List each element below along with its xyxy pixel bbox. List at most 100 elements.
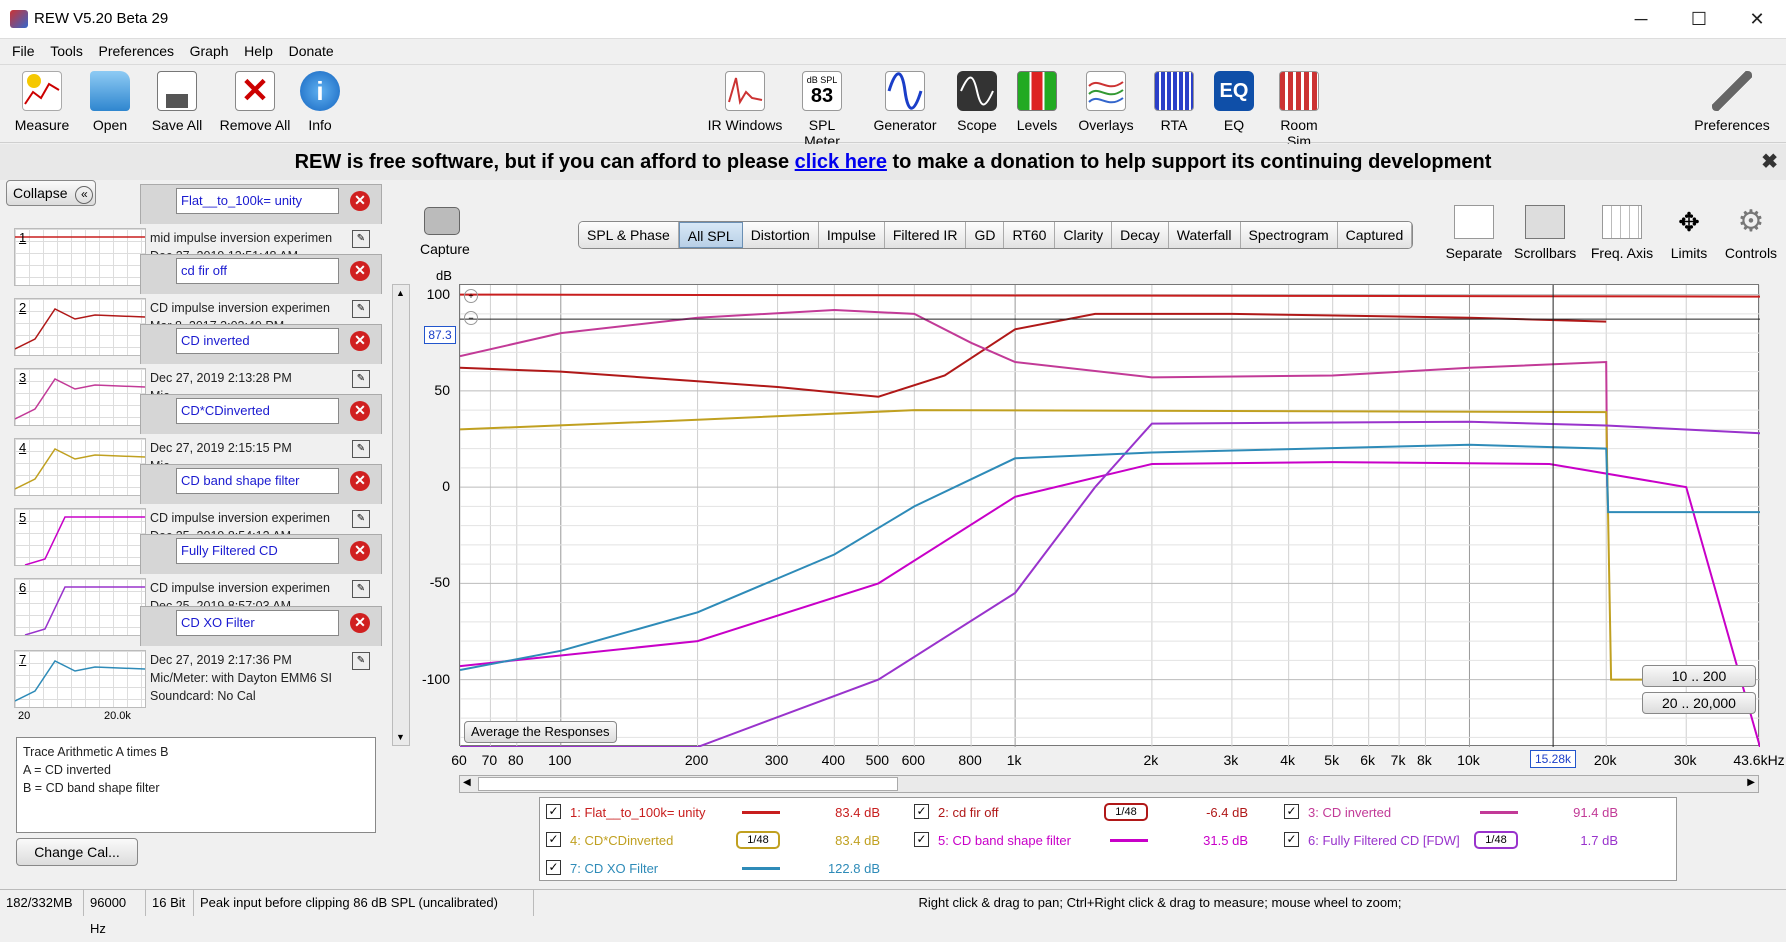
remove-measurement-icon[interactable]: ✕ <box>350 191 370 211</box>
menu-preferences[interactable]: Preferences <box>98 43 174 59</box>
generator-button[interactable]: Generator <box>872 71 938 133</box>
tab-all-spl[interactable]: All SPL <box>678 222 743 248</box>
overlays-button[interactable]: Overlays <box>1078 71 1134 133</box>
zoom-in-icon[interactable]: + <box>464 289 478 303</box>
trace-color-swatch[interactable] <box>1480 811 1518 814</box>
measurement-settings-icon[interactable]: ✎ <box>352 580 370 598</box>
measurement-name-field[interactable]: CD band shape filter <box>176 468 339 494</box>
zoom-out-icon[interactable]: − <box>464 311 478 325</box>
tab-decay[interactable]: Decay <box>1112 222 1169 248</box>
scroll-up-arrow-icon[interactable]: ▲ <box>396 288 405 298</box>
info-button[interactable]: i Info <box>298 71 342 133</box>
scrollbar-thumb[interactable] <box>478 777 898 791</box>
tab-spectrogram[interactable]: Spectrogram <box>1240 222 1338 248</box>
separate-button[interactable]: Separate <box>1444 205 1504 261</box>
measurement-settings-icon[interactable]: ✎ <box>352 510 370 528</box>
measurement-settings-icon[interactable]: ✎ <box>352 440 370 458</box>
measurement-thumbnail[interactable] <box>14 368 146 426</box>
measurement-thumbnail[interactable] <box>14 228 146 286</box>
remove-measurement-icon[interactable]: ✕ <box>350 331 370 351</box>
horizontal-scrollbar[interactable]: ◀ ▶ <box>459 775 1759 793</box>
collapse-button[interactable]: Collapse « <box>6 180 96 206</box>
measure-button[interactable]: Measure <box>14 71 70 133</box>
trace-visibility-checkbox[interactable]: ✓ <box>546 804 561 819</box>
menu-help[interactable]: Help <box>244 43 273 59</box>
scroll-right-arrow-icon[interactable]: ▶ <box>1747 777 1755 788</box>
open-button[interactable]: Open <box>84 71 136 133</box>
save-all-button[interactable]: Save All <box>146 71 208 133</box>
tab-impulse[interactable]: Impulse <box>818 222 885 248</box>
scroll-left-arrow-icon[interactable]: ◀ <box>463 777 471 788</box>
remove-all-button[interactable]: ✕ Remove All <box>218 71 292 133</box>
measurement-thumbnail[interactable] <box>14 298 146 356</box>
menu-graph[interactable]: Graph <box>189 43 229 59</box>
remove-measurement-icon[interactable]: ✕ <box>350 613 370 633</box>
remove-measurement-icon[interactable]: ✕ <box>350 401 370 421</box>
close-button[interactable]: ✕ <box>1749 9 1765 29</box>
average-responses-button[interactable]: Average the Responses <box>464 721 617 743</box>
measurement-thumbnail[interactable] <box>14 578 146 636</box>
capture-button[interactable]: Capture <box>420 205 470 257</box>
remove-measurement-icon[interactable]: ✕ <box>350 471 370 491</box>
preferences-button[interactable]: Preferences <box>1692 71 1772 133</box>
measurement-thumbnail[interactable] <box>14 650 146 708</box>
smoothing-badge[interactable]: 1/48 <box>1104 803 1148 821</box>
change-cal-button[interactable]: Change Cal... <box>16 838 138 866</box>
tab-spl-phase[interactable]: SPL & Phase <box>579 222 679 248</box>
tab-rt60[interactable]: RT60 <box>1004 222 1056 248</box>
measurement-thumbnail[interactable] <box>14 508 146 566</box>
remove-measurement-icon[interactable]: ✕ <box>350 541 370 561</box>
spl-chart[interactable] <box>459 285 1761 748</box>
measurement-settings-icon[interactable]: ✎ <box>352 300 370 318</box>
smoothing-badge[interactable]: 1/48 <box>736 831 780 849</box>
freq-axis-button[interactable]: Freq. Axis <box>1590 205 1654 261</box>
levels-button[interactable]: Levels <box>1014 71 1060 133</box>
trace-visibility-checkbox[interactable]: ✓ <box>546 860 561 875</box>
tab-captured[interactable]: Captured <box>1337 222 1413 248</box>
range-20-20000-button[interactable]: 20 .. 20,000 <box>1642 692 1756 714</box>
trace-visibility-checkbox[interactable]: ✓ <box>546 832 561 847</box>
trace-visibility-checkbox[interactable]: ✓ <box>914 804 929 819</box>
measurement-name-field[interactable]: Flat__to_100k= unity <box>176 188 339 214</box>
measurement-list-scrollbar[interactable]: ▲ ▼ <box>392 284 410 746</box>
trace-color-swatch[interactable] <box>742 867 780 870</box>
measurement-settings-icon[interactable]: ✎ <box>352 230 370 248</box>
menu-donate[interactable]: Donate <box>288 43 334 59</box>
tab-gd[interactable]: GD <box>966 222 1005 248</box>
menu-tools[interactable]: Tools <box>50 43 83 59</box>
measurement-name-field[interactable]: CD*CDinverted <box>176 398 339 424</box>
tab-filtered-ir[interactable]: Filtered IR <box>884 222 967 248</box>
trace-visibility-checkbox[interactable]: ✓ <box>1284 832 1299 847</box>
trace-visibility-checkbox[interactable]: ✓ <box>1284 804 1299 819</box>
scroll-down-arrow-icon[interactable]: ▼ <box>396 732 405 742</box>
donate-link[interactable]: click here <box>794 151 887 173</box>
tab-waterfall[interactable]: Waterfall <box>1168 222 1241 248</box>
trace-color-swatch[interactable] <box>742 811 780 814</box>
controls-button[interactable]: ⚙ Controls <box>1724 205 1778 261</box>
plot-area[interactable]: Average the Responses + − <box>459 284 1761 748</box>
scope-button[interactable]: Scope <box>954 71 1000 133</box>
rta-button[interactable]: RTA <box>1154 71 1194 133</box>
measurement-settings-icon[interactable]: ✎ <box>352 652 370 670</box>
ir-windows-button[interactable]: IR Windows <box>706 71 784 133</box>
measurement-settings-icon[interactable]: ✎ <box>352 370 370 388</box>
remove-measurement-icon[interactable]: ✕ <box>350 261 370 281</box>
trace-visibility-checkbox[interactable]: ✓ <box>914 832 929 847</box>
measurement-name-field[interactable]: Fully Filtered CD <box>176 538 339 564</box>
maximize-button[interactable]: ☐ <box>1690 9 1708 29</box>
spl-meter-button[interactable]: dB SPL 83 SPL Meter <box>790 71 854 149</box>
measurement-name-field[interactable]: CD XO Filter <box>176 610 339 636</box>
tab-distortion[interactable]: Distortion <box>742 222 819 248</box>
trace-color-swatch[interactable] <box>1110 839 1148 842</box>
measurement-name-field[interactable]: CD inverted <box>176 328 339 354</box>
eq-button[interactable]: EQ EQ <box>1214 71 1254 133</box>
smoothing-badge[interactable]: 1/48 <box>1474 831 1518 849</box>
range-10-200-button[interactable]: 10 .. 200 <box>1642 665 1756 687</box>
room-sim-button[interactable]: Room Sim <box>1268 71 1330 149</box>
tab-clarity[interactable]: Clarity <box>1055 222 1113 248</box>
measurement-name-field[interactable]: cd fir off <box>176 258 339 284</box>
limits-button[interactable]: ✥ Limits <box>1664 205 1714 261</box>
donate-close-icon[interactable]: ✖ <box>1761 151 1778 173</box>
measurement-thumbnail[interactable] <box>14 438 146 496</box>
menu-file[interactable]: File <box>12 43 35 59</box>
